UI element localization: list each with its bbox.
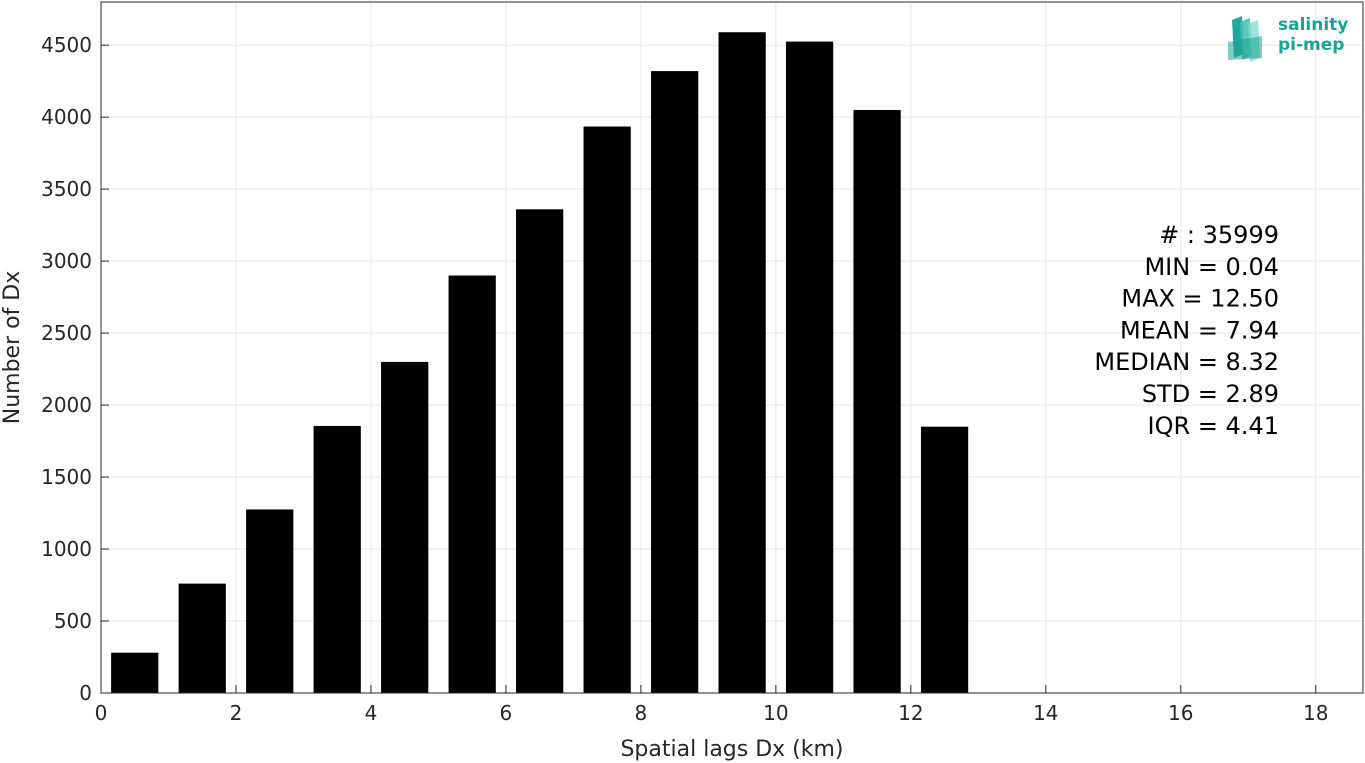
stats-line: # : 35999 — [1159, 221, 1279, 249]
y-tick-label: 3500 — [41, 177, 92, 201]
salinity-pi-mep-logo: salinity pi-mep — [1228, 14, 1358, 62]
y-axis-ticks: 0 500 1000 1500 2000 2500 3000 3500 4000 4500 — [41, 33, 109, 705]
histogram-bar — [853, 109, 901, 693]
logo-text-line1: salinity — [1278, 15, 1349, 35]
x-tick-label: 6 — [500, 701, 513, 725]
stats-line: IQR = 4.41 — [1148, 412, 1279, 440]
stats-line: MAX = 12.50 — [1121, 285, 1279, 313]
wave-logo-icon — [1228, 16, 1262, 62]
stats-line: MIN = 0.04 — [1144, 253, 1279, 281]
histogram-bar — [583, 126, 631, 694]
histogram-bar — [111, 652, 159, 693]
y-tick-label: 2500 — [41, 321, 92, 345]
y-tick-label: 500 — [54, 609, 92, 633]
histogram-bar — [516, 209, 564, 694]
y-tick-label: 3000 — [41, 249, 92, 273]
histogram-bar — [651, 71, 699, 694]
y-tick-label: 0 — [79, 681, 92, 705]
stats-line: STD = 2.89 — [1142, 380, 1279, 408]
x-tick-label: 18 — [1303, 701, 1328, 725]
logo-text-line2: pi-mep — [1278, 35, 1345, 55]
x-tick-label: 10 — [763, 701, 788, 725]
histogram-bar — [313, 425, 361, 693]
histogram-bar — [718, 32, 766, 693]
y-tick-label: 1000 — [41, 537, 92, 561]
x-tick-label: 2 — [230, 701, 243, 725]
histogram-bar — [920, 426, 969, 693]
bars — [111, 32, 969, 694]
histogram-bar — [381, 361, 429, 693]
y-axis-label: Number of Dx — [0, 271, 25, 425]
stats-line: MEDIAN = 8.32 — [1094, 348, 1279, 376]
x-axis-ticks: 0 2 4 6 8 10 12 14 16 18 — [95, 685, 1328, 725]
stats-line: MEAN = 7.94 — [1120, 316, 1279, 344]
x-tick-label: 0 — [95, 701, 108, 725]
x-tick-label: 14 — [1033, 701, 1058, 725]
y-tick-label: 2000 — [41, 393, 92, 417]
histogram-bar — [178, 583, 226, 693]
x-axis-label: Spatial lags Dx (km) — [620, 737, 843, 762]
histogram-bar — [448, 275, 496, 693]
histogram-bar — [785, 41, 834, 693]
y-tick-label: 1500 — [41, 465, 92, 489]
plot-frame — [100, 1, 1364, 694]
x-tick-label: 8 — [635, 701, 648, 725]
y-tick-label: 4500 — [41, 33, 92, 57]
y-tick-label: 4000 — [41, 105, 92, 129]
x-tick-label: 16 — [1168, 701, 1193, 725]
stats-box: # : 35999 MIN = 0.04 MAX = 12.50 MEAN = 7.9… — [1094, 221, 1279, 440]
x-tick-label: 4 — [365, 701, 378, 725]
histogram-bar — [246, 509, 294, 693]
x-tick-label: 12 — [898, 701, 923, 725]
